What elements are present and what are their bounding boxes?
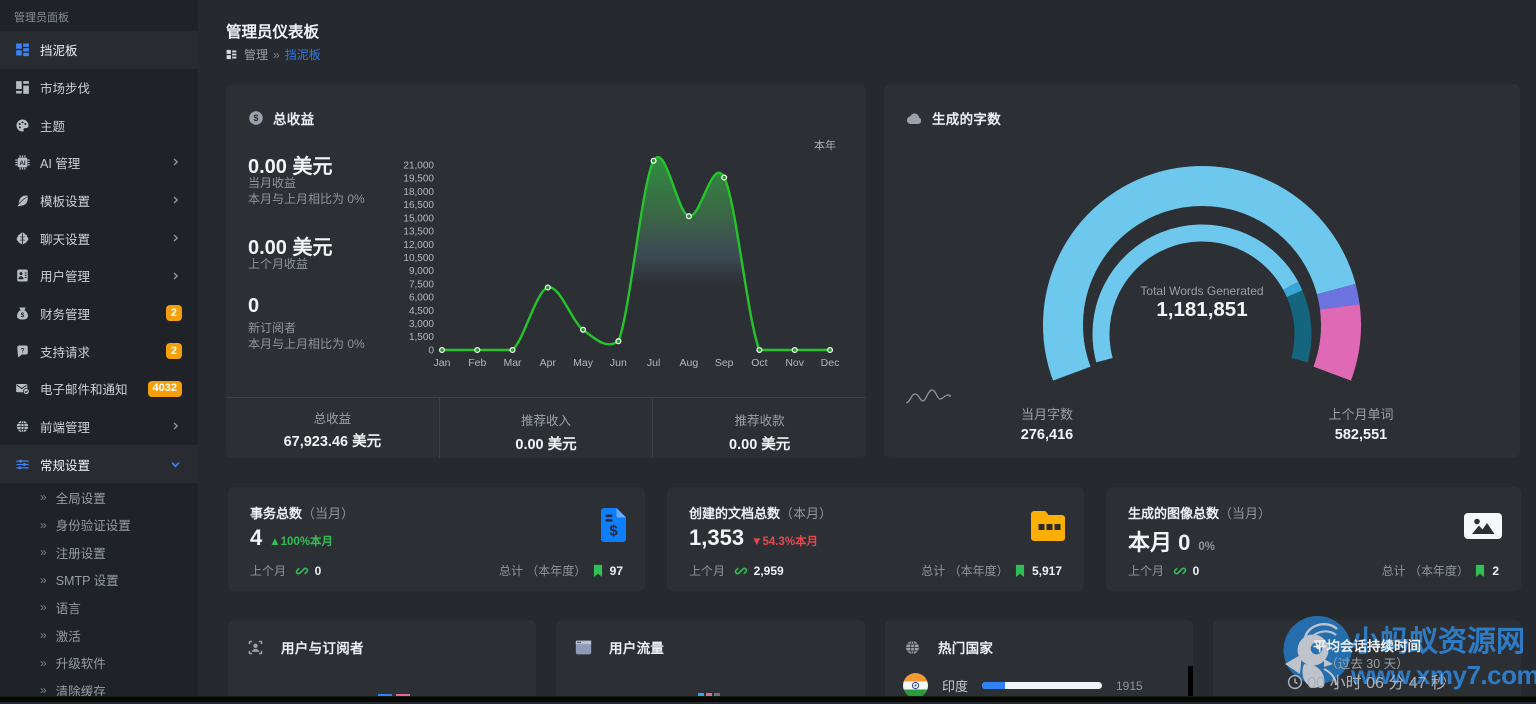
- svg-text:13,500: 13,500: [403, 227, 434, 238]
- svg-text:4,500: 4,500: [409, 306, 434, 317]
- svg-text:?: ?: [20, 347, 24, 354]
- svg-text:May: May: [573, 357, 594, 369]
- svg-text:16,500: 16,500: [403, 200, 434, 211]
- svg-text:1,500: 1,500: [409, 332, 434, 343]
- svg-text:Jan: Jan: [434, 357, 451, 369]
- svg-text:AI: AI: [19, 160, 26, 167]
- svg-text:Sep: Sep: [715, 357, 734, 369]
- svg-text:Aug: Aug: [680, 357, 699, 369]
- svg-text:Jul: Jul: [647, 357, 660, 369]
- svg-text:0: 0: [428, 345, 434, 356]
- svg-text:本年: 本年: [814, 138, 836, 152]
- svg-text:Feb: Feb: [468, 357, 486, 369]
- svg-text:$: $: [609, 523, 618, 540]
- svg-text:Apr: Apr: [540, 357, 557, 369]
- svg-text:7,500: 7,500: [409, 279, 434, 290]
- svg-text:6,000: 6,000: [409, 293, 434, 304]
- svg-text:Mar: Mar: [503, 357, 522, 369]
- svg-text:Jun: Jun: [610, 357, 627, 369]
- svg-text:$: $: [254, 113, 259, 123]
- svg-text:9,000: 9,000: [409, 266, 434, 277]
- svg-text:12,000: 12,000: [403, 240, 434, 251]
- svg-text:18,000: 18,000: [403, 187, 434, 198]
- svg-text:3,000: 3,000: [409, 319, 434, 330]
- svg-text:21,000: 21,000: [403, 161, 434, 172]
- svg-text:15,000: 15,000: [403, 213, 434, 224]
- svg-text:19,500: 19,500: [403, 174, 434, 185]
- svg-text:Nov: Nov: [785, 357, 804, 369]
- svg-text:10,500: 10,500: [403, 253, 434, 264]
- svg-text:$: $: [21, 312, 25, 319]
- svg-text:Oct: Oct: [751, 357, 767, 369]
- svg-text:Dec: Dec: [821, 357, 840, 369]
